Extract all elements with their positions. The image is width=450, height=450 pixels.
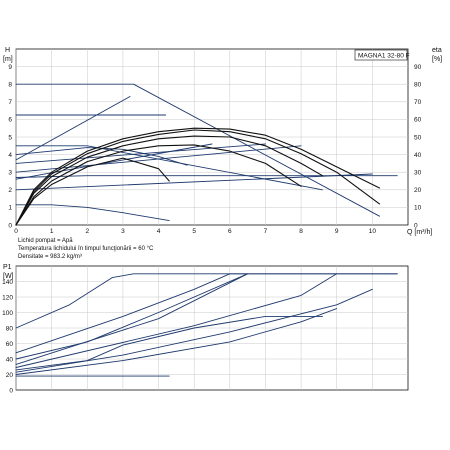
tick-label: 80 <box>414 82 422 89</box>
tick-label: 3 <box>121 228 125 235</box>
power-axis-label: P1 [W] <box>3 264 14 280</box>
power-curves <box>15 273 398 377</box>
tick-label: 50 <box>414 134 422 141</box>
efficiency-axis-label: eta [%] <box>432 47 442 63</box>
tick-label: 0 <box>14 228 18 235</box>
power-curve <box>15 273 249 360</box>
head-curve <box>15 173 373 191</box>
head-curve <box>15 147 188 166</box>
efficiency-curve <box>15 157 170 226</box>
tick-label: 80 <box>6 325 14 332</box>
tick-label: 0 <box>9 387 13 394</box>
head-y-ticks: 0 1 2 3 4 5 6 7 8 9 <box>8 64 12 229</box>
tick-label: 5 <box>8 134 12 141</box>
tick-label: 9 <box>335 228 339 235</box>
tick-label: 1 <box>8 205 12 212</box>
tick-label: 70 <box>414 99 422 106</box>
tick-label: 140 <box>2 279 13 286</box>
tick-label: 7 <box>264 228 268 235</box>
tick-label: 1 <box>50 228 54 235</box>
model-label: MAGNA1 32-80 F <box>358 53 410 60</box>
power-curve <box>15 273 398 329</box>
efficiency-y-ticks: 0 10 20 30 40 50 60 70 80 90 <box>414 64 422 229</box>
tick-label: 4 <box>8 152 12 159</box>
power-curve <box>15 273 338 368</box>
tick-label: 120 <box>2 294 13 301</box>
tick-label: 10 <box>369 228 377 235</box>
tick-label: 40 <box>6 356 14 363</box>
power-curve <box>15 273 398 354</box>
model-label-box <box>354 49 408 61</box>
head-curve <box>15 145 323 191</box>
power-y-ticks: 0 20 40 60 80 100 120 140 <box>2 279 13 395</box>
tick-label: 4 <box>157 228 161 235</box>
tick-label: 0 <box>8 222 12 229</box>
head-efficiency-panel: 0 1 2 3 4 5 6 7 8 9 0 10 20 30 40 50 60 70 80 90 0 1 2 3 4 5 6 7 8… <box>3 47 442 260</box>
tick-label: 60 <box>414 117 422 124</box>
tick-label: 90 <box>414 64 422 71</box>
head-axis-label: H [m] <box>3 47 13 63</box>
tick-label: 40 <box>414 152 422 159</box>
tick-label: 3 <box>8 170 12 177</box>
head-curve <box>15 204 170 222</box>
tick-label: 8 <box>299 228 303 235</box>
power-panel: 0 20 40 60 80 100 120 140 P1 [W] <box>2 264 409 395</box>
tick-label: 9 <box>8 64 12 71</box>
power-curve <box>15 315 323 371</box>
tick-label: 6 <box>8 117 12 124</box>
tick-label: 30 <box>414 170 422 177</box>
head-curve <box>15 175 398 178</box>
tick-label: 6 <box>228 228 232 235</box>
efficiency-curve <box>15 135 324 226</box>
efficiency-curve <box>15 127 381 226</box>
note-temperature: Temperatura lichidului în timpul funcţio… <box>18 246 154 252</box>
power-curve <box>15 308 338 375</box>
tick-label: 2 <box>8 187 12 194</box>
flow-axis-label: Q [m³/h] <box>407 229 432 236</box>
head-curve <box>15 143 213 180</box>
tick-label: 8 <box>8 82 12 89</box>
tick-label: 20 <box>414 187 422 194</box>
efficiency-curve <box>15 144 302 226</box>
tick-label: 0 <box>414 222 418 229</box>
head-curves <box>15 83 398 226</box>
tick-label: 2 <box>85 228 89 235</box>
tick-label: 60 <box>6 341 14 348</box>
head-curve <box>15 96 131 161</box>
tick-label: 100 <box>2 310 13 317</box>
power-curve <box>15 273 249 365</box>
head-curve <box>15 143 266 164</box>
tick-label: 7 <box>8 99 12 106</box>
head-curve <box>15 83 380 217</box>
note-fluid: Lichid pompat = Apă <box>18 238 73 244</box>
tick-label: 20 <box>6 372 14 379</box>
power-grid <box>15 266 408 390</box>
efficiency-curve <box>15 129 381 226</box>
flow-x-ticks: 0 1 2 3 4 5 6 7 8 9 10 <box>14 228 376 235</box>
tick-label: 5 <box>192 228 196 235</box>
power-curve <box>15 288 373 373</box>
note-density: Densitate = 983.2 kg/m³ <box>18 254 82 260</box>
tick-label: 10 <box>414 205 422 212</box>
